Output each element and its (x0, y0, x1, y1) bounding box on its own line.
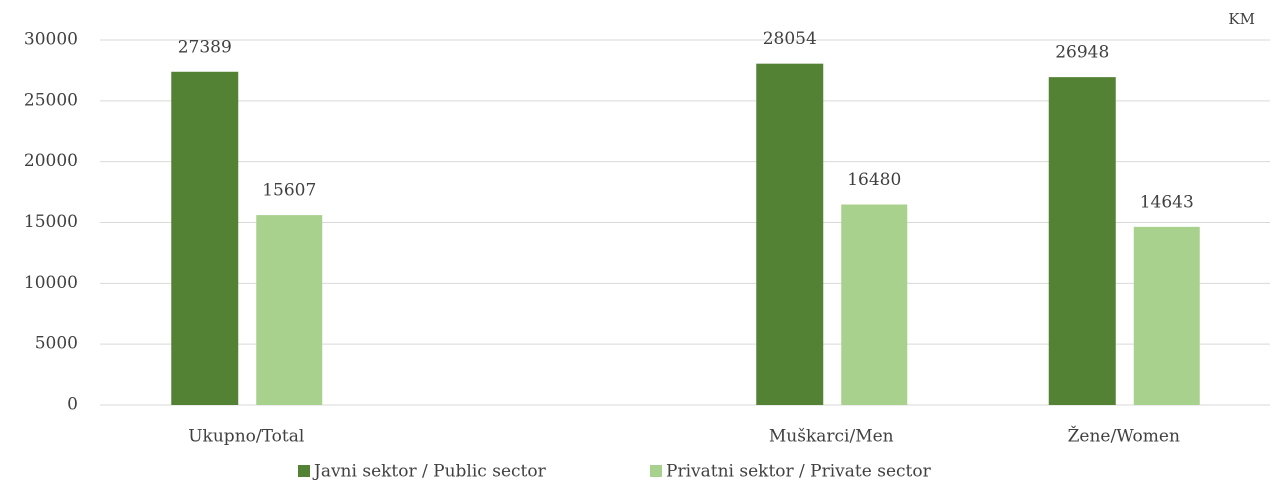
y-tick-label: 25000 (24, 90, 78, 110)
bar (841, 204, 908, 405)
unit-label: KM (1228, 10, 1255, 28)
bar (1048, 77, 1116, 406)
legend-swatch (650, 465, 662, 477)
bar (1133, 226, 1200, 405)
y-tick-label: 0 (67, 395, 78, 415)
data-label: 28054 (763, 29, 817, 49)
y-tick-label: 15000 (24, 212, 78, 232)
legend-swatch (298, 465, 310, 477)
legend-label: Privatni sektor / Private sector (666, 462, 932, 482)
y-tick-label: 5000 (35, 334, 78, 354)
bar (756, 63, 824, 406)
x-tick-label: Žene/Women (1068, 426, 1180, 447)
y-tick-label: 30000 (24, 30, 78, 50)
bar (256, 215, 323, 405)
bar (171, 71, 239, 406)
data-label: 27389 (178, 37, 232, 57)
legend-label: Javni sektor / Public sector (312, 462, 547, 482)
data-label: 16480 (847, 170, 901, 190)
y-tick-label: 10000 (24, 273, 78, 293)
x-tick-label: Muškarci/Men (769, 427, 894, 447)
data-label: 26948 (1055, 43, 1109, 63)
y-tick-label: 20000 (24, 151, 78, 171)
data-label: 14643 (1140, 192, 1194, 212)
data-label: 15607 (262, 181, 316, 201)
x-tick-label: Ukupno/Total (188, 427, 304, 447)
